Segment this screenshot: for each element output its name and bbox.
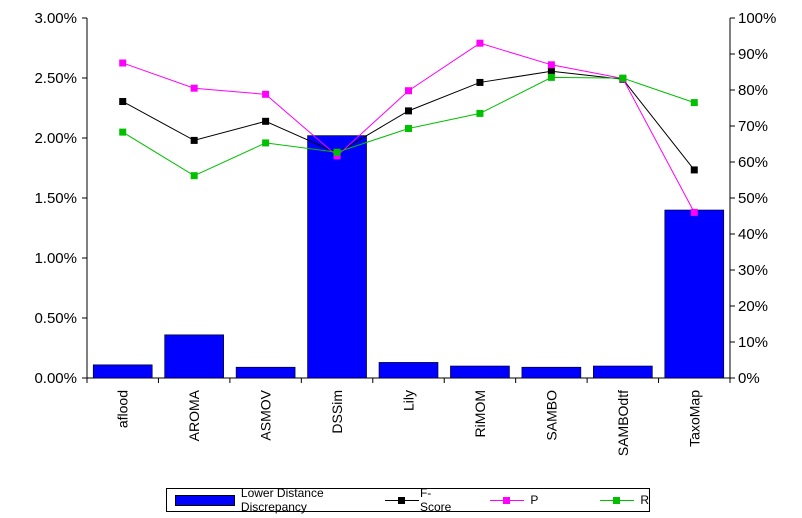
legend-item-p: P — [490, 493, 538, 507]
point-P — [476, 39, 484, 47]
bar-AROMA — [164, 334, 224, 379]
point-P — [333, 152, 341, 160]
right-tick-label: 60% — [738, 154, 768, 171]
point-R — [476, 109, 484, 117]
point-P — [405, 87, 412, 95]
chart-legend: Lower Distance Discrepancy F-Score P R — [166, 486, 650, 514]
left-tick-label: 3.00% — [34, 10, 77, 27]
category-label: ASMOV — [258, 389, 274, 440]
legend-swatch-fscore — [384, 495, 419, 506]
legend-label-fscore: F-Score — [419, 486, 452, 514]
point-P — [119, 59, 127, 67]
point-R — [262, 139, 270, 147]
point-R — [690, 99, 698, 107]
category-label: AROMA — [186, 389, 202, 441]
line-F-Score — [122, 70, 695, 171]
bar-TaxoMap — [664, 209, 725, 379]
category-label: RiMOM — [472, 390, 488, 437]
bar-SAMBOdtf — [593, 365, 653, 379]
category-label: DSSim — [329, 390, 345, 434]
category-label: Lily — [401, 390, 417, 411]
legend-swatch-r — [600, 495, 635, 506]
legend-label-bar: Lower Distance Discrepancy — [240, 486, 324, 514]
category-label: SAMBOdtf — [615, 390, 631, 456]
left-tick-label: 0.50% — [34, 310, 77, 327]
right-tick-label: 30% — [738, 262, 768, 279]
point-F-Score — [476, 78, 484, 86]
point-R — [333, 148, 341, 156]
left-tick-label: 1.50% — [34, 190, 77, 207]
category-label: TaxoMap — [686, 390, 702, 447]
point-F-Score — [262, 117, 270, 125]
point-R — [619, 74, 627, 82]
legend-swatch-bar — [175, 494, 235, 506]
right-tick-label: 20% — [738, 298, 768, 315]
point-R — [405, 125, 412, 133]
left-tick-label: 2.00% — [34, 130, 77, 147]
category-label: SAMBO — [543, 390, 559, 441]
right-tick-label: 100% — [738, 10, 776, 27]
right-tick-label: 10% — [738, 334, 768, 351]
point-F-Score — [547, 67, 555, 75]
point-P — [262, 90, 270, 98]
bar-RiMOM — [450, 365, 510, 379]
combo-chart: 0.00% 0.50% 1.00% 1.50% 2.00% 2.50% 3.00% 0% 10… — [34, 10, 776, 456]
bar-aflood — [92, 364, 153, 379]
legend-label-p: P — [530, 493, 539, 507]
right-tick-label: 70% — [738, 118, 768, 135]
legend-label-r: R — [640, 493, 649, 507]
category-label: aflood — [115, 390, 131, 428]
point-R — [119, 128, 127, 136]
point-R — [547, 73, 555, 81]
right-tick-label: 50% — [738, 190, 768, 207]
point-P — [690, 208, 698, 216]
left-tick-label: 0.00% — [34, 370, 77, 387]
point-F-Score — [119, 98, 127, 106]
right-tick-label: 0% — [738, 370, 760, 387]
left-tick-label: 2.50% — [34, 70, 77, 87]
bar-DSSim — [307, 135, 367, 379]
point-P — [547, 61, 555, 69]
bar-SAMBO — [521, 366, 582, 379]
legend-swatch-p — [490, 495, 525, 506]
bar-Lily — [378, 362, 439, 379]
legend-item-fscore: F-Score — [384, 486, 456, 514]
point-F-Score — [190, 136, 198, 144]
bar-ASMOV — [235, 366, 296, 379]
point-F-Score — [690, 166, 698, 174]
right-tick-label: 80% — [738, 82, 768, 99]
right-tick-label: 40% — [738, 226, 768, 243]
point-F-Score — [405, 107, 412, 115]
right-tick-label: 90% — [738, 46, 768, 63]
left-tick-label: 1.00% — [34, 250, 77, 267]
point-P — [190, 84, 198, 92]
legend-item-r: R — [600, 493, 649, 507]
point-R — [190, 172, 198, 180]
legend-item-bar: Lower Distance Discrepancy — [175, 486, 351, 514]
